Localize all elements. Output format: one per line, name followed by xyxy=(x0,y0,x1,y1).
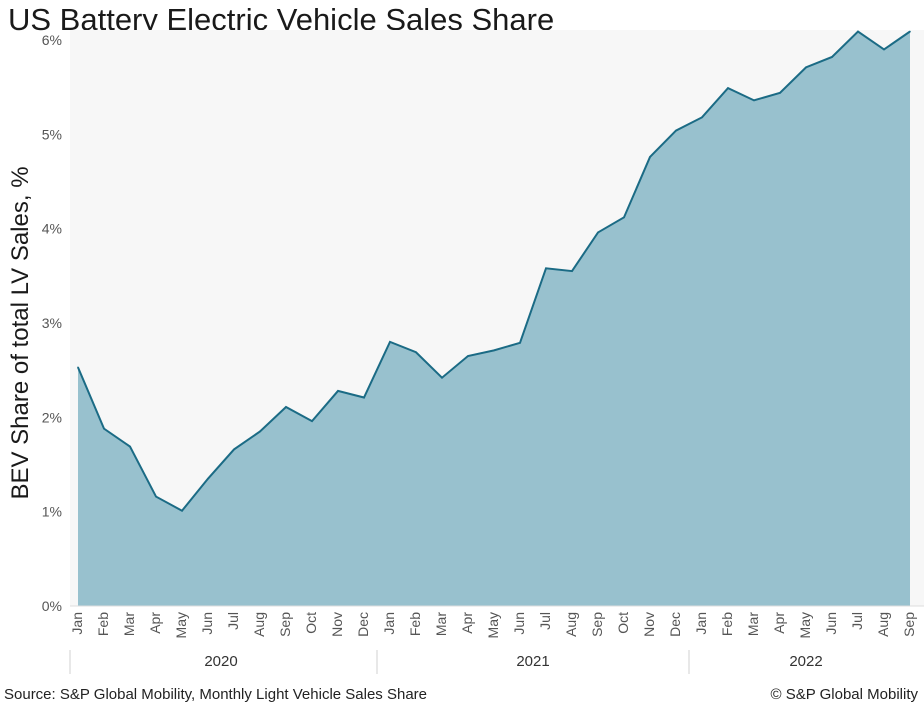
data-point xyxy=(389,341,391,343)
x-tick-label: Oct xyxy=(303,612,319,634)
y-tick-label: 5% xyxy=(42,126,62,142)
x-tick-label: Nov xyxy=(329,612,345,637)
x-tick-label: Jul xyxy=(225,612,241,630)
x-tick-label: May xyxy=(173,612,189,638)
data-point xyxy=(597,231,599,234)
x-tick-label: Nov xyxy=(641,612,657,637)
data-point xyxy=(571,270,573,272)
x-tick-label: Aug xyxy=(563,612,579,637)
data-point xyxy=(337,390,339,392)
x-tick-label: May xyxy=(485,612,501,638)
x-tick-label: Mar xyxy=(745,612,761,636)
x-tick-label: Jul xyxy=(537,612,553,630)
data-point xyxy=(259,430,261,433)
year-label: 2020 xyxy=(204,653,237,670)
y-tick-label: 6% xyxy=(42,32,62,48)
data-point xyxy=(311,420,313,422)
data-point xyxy=(831,56,833,58)
x-tick-label: Mar xyxy=(433,612,449,636)
year-label: 2021 xyxy=(516,653,549,670)
y-axis-label: BEV Share of total LV Sales, % xyxy=(7,166,34,499)
data-point xyxy=(129,445,131,448)
data-point xyxy=(103,427,105,430)
x-tick-label: Aug xyxy=(875,612,891,637)
data-point xyxy=(727,87,729,89)
data-point xyxy=(545,267,547,270)
y-tick-label: 2% xyxy=(42,409,62,425)
data-point xyxy=(779,92,781,94)
y-tick-label: 4% xyxy=(42,221,62,237)
x-tick-label: Apr xyxy=(459,612,475,634)
x-tick-label: Sep xyxy=(277,612,293,637)
data-point xyxy=(753,99,755,102)
x-tick-label: Jun xyxy=(199,612,215,635)
data-point xyxy=(909,30,911,33)
x-tick-label: Oct xyxy=(615,612,631,634)
x-tick-label: Dec xyxy=(355,612,371,637)
data-point xyxy=(415,351,417,354)
data-point xyxy=(285,406,287,408)
data-point xyxy=(493,349,495,352)
data-point xyxy=(155,495,157,498)
x-tick-label: May xyxy=(797,612,813,638)
x-tick-label: Mar xyxy=(121,612,137,636)
x-tick-label: Dec xyxy=(667,612,683,637)
x-tick-label: Jan xyxy=(69,612,85,635)
data-point xyxy=(649,156,651,158)
x-tick-label: Aug xyxy=(251,612,267,637)
x-tick-label: Feb xyxy=(95,612,111,636)
data-point xyxy=(77,366,79,369)
x-tick-label: Sep xyxy=(589,612,605,637)
x-tick-label: Jun xyxy=(511,612,527,635)
data-point xyxy=(805,66,807,69)
x-tick-label: Jul xyxy=(849,612,865,630)
data-point xyxy=(857,30,859,33)
x-tick-label: Jan xyxy=(693,612,709,635)
x-tick-label: Apr xyxy=(771,612,787,634)
x-tick-label: Feb xyxy=(407,612,423,636)
data-point xyxy=(623,216,625,219)
data-point xyxy=(467,355,469,357)
y-tick-label: 0% xyxy=(42,598,62,614)
y-tick-label: 1% xyxy=(42,504,62,520)
x-tick-label: Feb xyxy=(719,612,735,636)
data-point xyxy=(441,376,443,379)
area-fill xyxy=(78,31,910,606)
data-point xyxy=(181,509,183,512)
x-tick-label: Jan xyxy=(381,612,397,635)
data-point xyxy=(883,48,885,51)
x-tick-label: Sep xyxy=(901,612,917,637)
x-tick-label: Jun xyxy=(823,612,839,635)
data-point xyxy=(207,477,209,480)
year-label: 2022 xyxy=(789,653,822,670)
data-point xyxy=(519,342,521,344)
data-point xyxy=(363,396,365,399)
data-point xyxy=(701,116,703,119)
y-tick-label: 3% xyxy=(42,315,62,331)
source-note: Source: S&P Global Mobility, Monthly Lig… xyxy=(4,686,428,703)
data-point xyxy=(675,129,677,132)
x-tick-label: Apr xyxy=(147,612,163,634)
data-point xyxy=(233,448,235,451)
copyright-note: © S&P Global Mobility xyxy=(770,686,918,703)
